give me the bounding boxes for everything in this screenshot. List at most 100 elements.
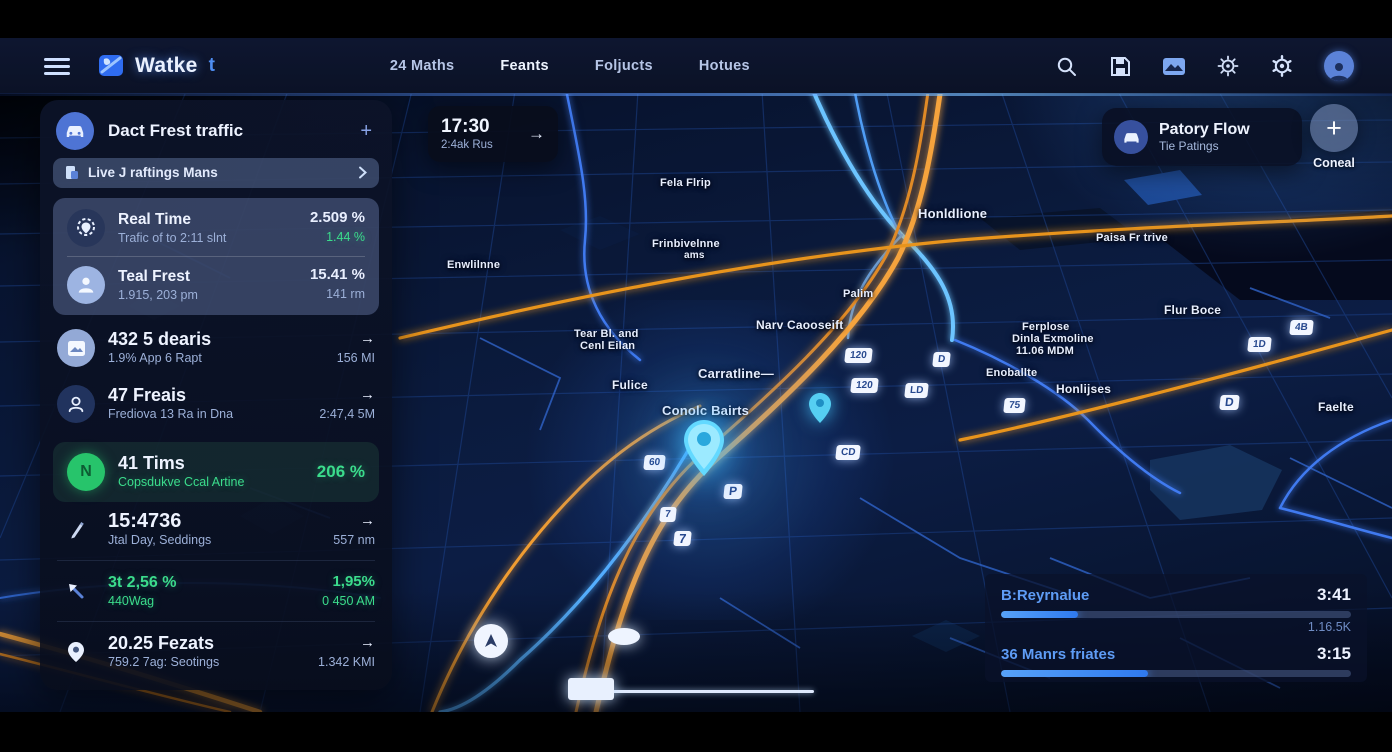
stat-delta: 557 nm bbox=[333, 532, 375, 547]
stat-title: 15:4736 bbox=[108, 510, 182, 533]
road-shield[interactable]: 75 bbox=[1003, 398, 1026, 413]
car-icon bbox=[1114, 120, 1148, 154]
navigation-arrow-icon bbox=[485, 634, 497, 647]
stat-row-real-time[interactable]: Real Time Trafic of to 2:11 slnt 2.509 %… bbox=[63, 200, 369, 256]
road-shield[interactable]: CD bbox=[835, 445, 862, 460]
map-label: Paisa Fr trive bbox=[1096, 232, 1168, 244]
road-shield[interactable]: 7 bbox=[673, 531, 693, 546]
nav-menu: 24 Maths Feants Foljucts Hotues bbox=[390, 58, 750, 74]
route-detail: 1.16.5K bbox=[1307, 620, 1351, 634]
map-label: Faelte bbox=[1318, 400, 1354, 414]
chevron-right-icon bbox=[359, 166, 367, 179]
road-shield[interactable]: P bbox=[723, 484, 743, 499]
map-pin-secondary[interactable] bbox=[808, 392, 832, 424]
create-button[interactable]: + Coneal bbox=[1310, 104, 1358, 170]
stat-delta: 1.342 KMI bbox=[318, 654, 375, 669]
map-label: Palim bbox=[843, 288, 874, 300]
stat-subtitle: Copsdukve Ccal Artine bbox=[118, 475, 245, 490]
route-progress-panel: B:Reyrnalue 3:41 1.16.5K 36 Manrs friate… bbox=[985, 574, 1367, 682]
user-avatar[interactable] bbox=[1324, 51, 1354, 81]
sidebar-header: Dact Frest traffic + bbox=[53, 110, 379, 152]
app-logo[interactable]: Watke t bbox=[98, 53, 215, 79]
map-pin-main[interactable] bbox=[681, 418, 727, 478]
stat-delta: 0 450 AM bbox=[322, 593, 375, 608]
road-shield[interactable]: LD bbox=[904, 383, 930, 398]
road-shield[interactable]: 7 bbox=[659, 507, 677, 522]
stat-row-dearis[interactable]: 432 5 dearis 1.9% App 6 Rapt → 156 MI bbox=[53, 320, 379, 376]
stat-delta: 141 rm bbox=[326, 287, 365, 302]
stat-row-freais[interactable]: 47 Freais Frediova 13 Ra in Dna → 2:47,4… bbox=[53, 376, 379, 432]
gear-icon[interactable] bbox=[1216, 54, 1240, 78]
progress-fill bbox=[1001, 611, 1078, 618]
letterbox-top bbox=[0, 0, 1392, 38]
map-label: ams bbox=[684, 250, 705, 261]
map-pin-navigation[interactable] bbox=[474, 624, 508, 658]
menu-icon[interactable] bbox=[44, 54, 70, 79]
route-time: 3:41 bbox=[1316, 585, 1351, 604]
stat-title: 47 Freais bbox=[108, 385, 187, 406]
map-label: Conolc Bairts bbox=[662, 403, 750, 418]
stat-row-trend[interactable]: 3t 2,56 % 440Wag 1,95% 0 450 AM bbox=[53, 563, 379, 619]
stat-row-fezats[interactable]: 20.25 Fezats 759.2 7ag: Seotings → 1.342… bbox=[53, 624, 379, 680]
road-shield[interactable]: 60 bbox=[643, 455, 666, 470]
road-shield[interactable]: 4B bbox=[1289, 320, 1314, 335]
patrol-flow-card[interactable]: Patory Flow Tie Patings bbox=[1102, 108, 1302, 166]
nav-item-feants[interactable]: Feants bbox=[500, 58, 549, 74]
eta-card[interactable]: 17:30 2:4ak Rus → bbox=[428, 106, 558, 162]
map-label: Dinla Exmoline bbox=[1012, 333, 1094, 345]
settings-gear-icon[interactable] bbox=[1270, 54, 1294, 78]
progress-row: B:Reyrnalue 3:41 1.16.5K bbox=[1001, 585, 1351, 635]
stat-card-tims[interactable]: N 41 Tims Copsdukve Ccal Artine 206 % bbox=[53, 442, 379, 503]
map-label: Narv Caooseift bbox=[756, 318, 844, 332]
stat-value: 206 % bbox=[316, 462, 365, 482]
stat-value: 2.509 % bbox=[309, 209, 365, 227]
stat-row-teal-frest[interactable]: Teal Frest 1.915, 203 pm 15.41 % 141 rm bbox=[63, 257, 369, 313]
nav-item-foljucts[interactable]: Foljucts bbox=[594, 58, 653, 74]
stat-subtitle: 1.9% App 6 Rapt bbox=[108, 351, 202, 366]
image-icon[interactable] bbox=[1162, 54, 1186, 78]
nav-item-hotues[interactable]: Hotues bbox=[698, 58, 750, 74]
stat-title: Real Time bbox=[118, 210, 191, 228]
logo-map-icon bbox=[99, 55, 123, 76]
road-shield[interactable]: D bbox=[1219, 395, 1240, 410]
stat-value: 15.41 % bbox=[309, 266, 365, 284]
stat-title: 41 Tims bbox=[118, 453, 185, 474]
progress-row: 36 Manrs friates 3:15 bbox=[1001, 644, 1351, 677]
stat-title: 20.25 Fezats bbox=[108, 633, 215, 653]
logo-text: Watke bbox=[135, 54, 198, 77]
road-shield[interactable]: 120 bbox=[844, 348, 873, 363]
stat-delta: 156 MI bbox=[336, 350, 375, 365]
progress-bar bbox=[1001, 670, 1351, 677]
flow-subtitle: Tie Patings bbox=[1159, 139, 1219, 153]
arrow-right-icon: → bbox=[360, 511, 375, 529]
map-scroll-handle[interactable] bbox=[568, 678, 614, 700]
save-icon[interactable] bbox=[1108, 54, 1132, 78]
map-pin-icon bbox=[57, 633, 95, 671]
route-label: 36 Manrs friates bbox=[1001, 646, 1116, 663]
row-divider bbox=[57, 560, 375, 562]
road-shield[interactable]: 120 bbox=[850, 378, 879, 393]
add-icon[interactable]: + bbox=[360, 119, 372, 142]
map-label: Fela Flrip bbox=[660, 177, 711, 189]
subheader-label: Live J raftings Mans bbox=[88, 165, 218, 181]
road-shield[interactable]: D bbox=[932, 352, 952, 367]
stat-subtitle: Frediova 13 Ra in Dna bbox=[108, 407, 234, 422]
stat-subtitle: 759.2 7ag: Seotings bbox=[108, 655, 220, 669]
stat-delta: 1.44 % bbox=[326, 230, 365, 245]
stat-title: 432 5 dearis bbox=[108, 329, 212, 350]
map-label: 11.06 MDM bbox=[1016, 345, 1075, 357]
map-scroll-track bbox=[612, 690, 814, 693]
search-icon[interactable] bbox=[1054, 54, 1078, 78]
person-search-icon bbox=[57, 385, 95, 424]
stat-subtitle: Trafic of to 2:11 slnt bbox=[118, 230, 227, 245]
sidebar-subheader-live-ratings[interactable]: Live J raftings Mans bbox=[53, 158, 379, 188]
stat-row-day-settings[interactable]: 15:4736 Jtal Day, Seddings → 557 nm bbox=[53, 502, 379, 558]
arrow-right-icon: → bbox=[360, 385, 375, 403]
map-label: Frinbivelnne bbox=[652, 238, 720, 250]
n-badge-icon: N bbox=[67, 453, 105, 492]
nav-item-maths[interactable]: 24 Maths bbox=[389, 58, 455, 74]
arrow-right-icon[interactable]: → bbox=[528, 124, 545, 143]
road-shield[interactable]: 1D bbox=[1247, 337, 1272, 352]
map-label: Enwlilnne bbox=[447, 259, 501, 271]
map-label: Tear Bl. and bbox=[574, 328, 639, 340]
